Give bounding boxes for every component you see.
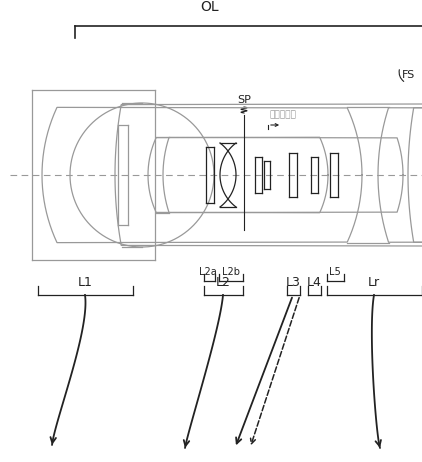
- Text: L2a: L2a: [199, 267, 217, 277]
- Text: L2: L2: [216, 276, 230, 290]
- Text: SP: SP: [237, 95, 251, 105]
- Text: L4: L4: [306, 276, 322, 290]
- Text: L2b: L2b: [222, 267, 240, 277]
- Text: フォーカス: フォーカス: [270, 110, 297, 119]
- Text: L1: L1: [78, 276, 92, 290]
- Text: L5: L5: [329, 267, 341, 277]
- Text: L3: L3: [286, 276, 300, 290]
- Text: OL: OL: [201, 0, 219, 14]
- Text: FS: FS: [402, 70, 415, 80]
- Text: Lr: Lr: [368, 276, 380, 290]
